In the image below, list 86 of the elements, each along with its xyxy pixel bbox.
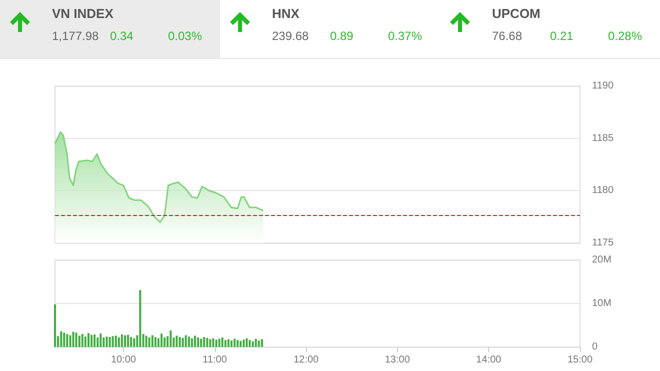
bar <box>236 340 239 347</box>
bar <box>96 337 99 347</box>
bar <box>84 336 86 347</box>
bar <box>184 335 187 347</box>
bar <box>190 338 193 347</box>
bar <box>221 337 224 347</box>
bar <box>69 335 72 347</box>
text: 0.89 <box>330 29 354 43</box>
bar <box>160 334 163 347</box>
x-tick-label: 12:00 <box>294 354 320 366</box>
bar <box>60 331 62 347</box>
bar <box>182 338 184 347</box>
bar <box>248 340 251 347</box>
bar <box>188 336 190 347</box>
bar <box>130 336 132 347</box>
y-tick-label: 1175 <box>592 238 614 248</box>
bar <box>230 340 232 347</box>
text: UPCOM <box>492 6 542 21</box>
text: 239.68 <box>272 29 310 43</box>
x-tick-label: 13:00 <box>384 354 410 366</box>
bar <box>194 336 196 347</box>
text: 0.28% <box>608 29 644 43</box>
bar <box>224 340 226 347</box>
bar <box>176 336 178 347</box>
text: 0.03% <box>168 29 204 43</box>
text: VN INDEX <box>52 6 114 21</box>
bar <box>78 336 80 347</box>
bar <box>254 338 257 347</box>
bar <box>203 336 206 347</box>
bar <box>209 339 212 347</box>
text: 76.68 <box>492 29 524 43</box>
bar <box>100 334 102 347</box>
bar <box>106 336 108 347</box>
bar <box>252 341 254 347</box>
x-tick-label: 15:00 <box>567 354 593 366</box>
bar <box>151 335 154 347</box>
bar <box>200 338 202 347</box>
bar <box>154 336 156 347</box>
bar <box>54 304 56 347</box>
bar <box>120 334 123 347</box>
y-tick-label: 1180 <box>592 185 614 196</box>
bar <box>227 339 230 347</box>
bar <box>212 338 214 347</box>
y-tick-label: 0 <box>592 342 598 352</box>
bar <box>145 336 148 347</box>
bar <box>148 337 150 347</box>
bar <box>94 334 96 347</box>
x-tick-label: 11:00 <box>202 354 228 366</box>
x-tick-label: 10:00 <box>110 354 136 366</box>
bar <box>88 333 90 347</box>
bar <box>246 338 248 347</box>
bar <box>170 330 172 347</box>
y-tick-label: 1190 <box>592 80 614 92</box>
bar <box>178 336 181 347</box>
bar <box>114 336 117 347</box>
bar <box>81 334 84 347</box>
text: 1,177.98 <box>52 29 100 43</box>
text: 0.34 <box>110 29 134 43</box>
text: 0.21 <box>550 29 574 43</box>
bar <box>124 335 126 347</box>
bar <box>206 338 208 347</box>
bar <box>75 332 78 347</box>
y-tick-label: 1185 <box>592 132 614 144</box>
bar <box>112 336 114 347</box>
bar <box>102 337 105 347</box>
y-tick-label: 10M <box>592 298 612 309</box>
bar <box>108 336 111 347</box>
bar <box>133 338 136 347</box>
bar <box>218 338 220 347</box>
bar <box>66 334 68 347</box>
bar <box>258 340 260 347</box>
text: HNX <box>272 6 300 21</box>
text: 0.37% <box>388 29 424 43</box>
bar <box>240 340 242 347</box>
bar <box>164 337 166 347</box>
bar <box>242 340 245 347</box>
bar <box>260 339 263 347</box>
y-tick-label: 20M <box>592 254 612 266</box>
bar <box>215 340 218 347</box>
bar <box>197 337 200 347</box>
x-tick-label: 14:00 <box>476 354 502 366</box>
bar <box>90 334 93 347</box>
bar <box>118 337 120 347</box>
bar <box>234 338 236 347</box>
bar <box>72 332 74 347</box>
bar <box>139 290 142 347</box>
